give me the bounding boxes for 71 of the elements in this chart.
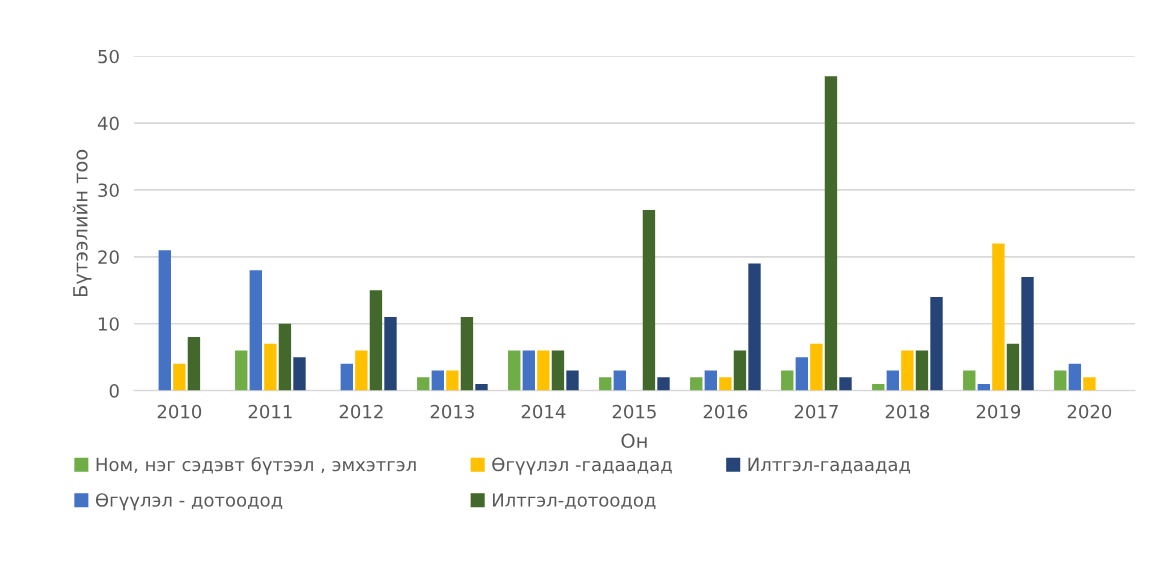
bar xyxy=(795,357,809,391)
bar xyxy=(886,370,900,391)
x-tick-label: 2013 xyxy=(430,404,474,419)
bar xyxy=(566,370,579,391)
x-tick-label: 2019 xyxy=(976,404,1021,419)
bar xyxy=(901,350,914,391)
bar xyxy=(704,370,718,391)
bar xyxy=(992,243,1005,391)
bar xyxy=(475,383,488,391)
x-tick-label: 2010 xyxy=(157,404,202,419)
legend-label: Өгүүлэл -гадаадад xyxy=(492,457,672,475)
y-tick-label: 10 xyxy=(98,317,119,331)
x-tick-label: 2020 xyxy=(1067,404,1112,419)
bar xyxy=(599,377,612,391)
bar xyxy=(508,350,521,391)
x-tick-label: 2012 xyxy=(339,404,383,419)
bar xyxy=(278,323,292,391)
legend-label: Илтгэл-дотоодод xyxy=(492,493,656,510)
legend-label: Өгүүлэл - дотоодод xyxy=(95,493,283,511)
x-tick-label: 2018 xyxy=(885,404,930,419)
bar xyxy=(733,350,747,391)
bar xyxy=(642,210,656,391)
bar xyxy=(748,263,761,391)
bar xyxy=(810,343,823,391)
bar xyxy=(719,377,732,391)
y-tick-label: 0 xyxy=(109,384,119,398)
bar xyxy=(915,350,929,391)
bar xyxy=(293,357,306,391)
bar xyxy=(173,363,186,391)
bar xyxy=(431,370,444,391)
legend-label: Илтгэл-гадаадад xyxy=(748,457,911,474)
y-tick-label: 40 xyxy=(97,116,119,131)
bar xyxy=(158,250,171,391)
bar xyxy=(460,317,474,391)
bar xyxy=(551,350,565,391)
bar xyxy=(537,350,550,391)
bar xyxy=(384,317,397,391)
bar xyxy=(446,370,459,391)
bar xyxy=(369,290,383,391)
bar xyxy=(264,343,277,391)
x-tick-label: 2014 xyxy=(521,404,566,419)
bar xyxy=(249,270,262,391)
x-axis-title: Он xyxy=(621,433,647,449)
bar xyxy=(963,370,976,391)
bar xyxy=(235,350,248,391)
bar xyxy=(1021,276,1034,391)
bar xyxy=(355,350,368,391)
x-tick-label: 2015 xyxy=(612,404,656,419)
bar xyxy=(340,363,353,391)
bar xyxy=(839,377,852,391)
bar xyxy=(1054,370,1067,391)
y-axis-title: Бүтээлийн тоо xyxy=(72,149,92,297)
bar xyxy=(417,377,430,391)
bar xyxy=(824,76,838,391)
bar xyxy=(1006,343,1020,391)
bar xyxy=(1068,363,1082,391)
bar xyxy=(930,296,943,391)
bar xyxy=(522,350,535,391)
x-tick-label: 2011 xyxy=(248,404,292,419)
legend-label: Ном, нэг сэдэвт бүтээл , эмхэтгэл xyxy=(96,457,416,475)
bar xyxy=(187,337,201,391)
y-tick-label: 30 xyxy=(98,183,119,198)
bar xyxy=(1083,377,1096,391)
y-tick-label: 20 xyxy=(98,250,119,264)
bar xyxy=(613,370,627,391)
bar xyxy=(657,377,670,391)
x-tick-label: 2016 xyxy=(703,404,748,419)
x-tick-label: 2017 xyxy=(794,404,838,419)
bar xyxy=(781,370,794,391)
y-tick-label: 50 xyxy=(98,49,119,64)
bar xyxy=(690,377,703,391)
